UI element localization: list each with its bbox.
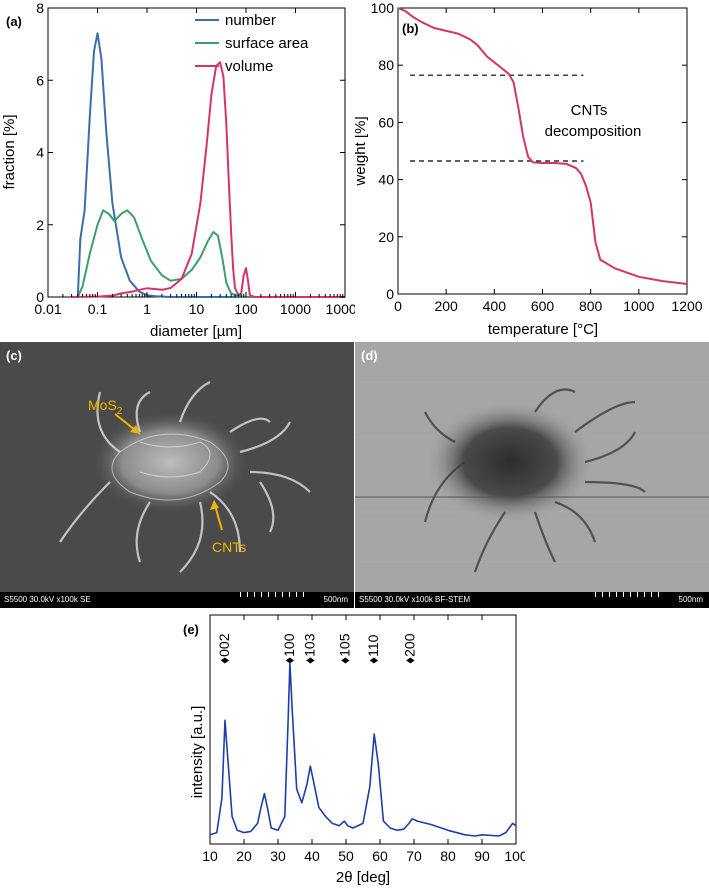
chart-a-ylabel: fraction [%] [1, 114, 18, 189]
stem-cnt-strands [423, 388, 646, 573]
chart-a-ytick-label: 6 [36, 72, 44, 88]
chart-b-xtick-label: 800 [579, 298, 603, 314]
panel-c-label: (c) [6, 348, 22, 363]
chart-b-frame [397, 7, 688, 295]
chart-e-xtick-label: 60 [372, 848, 388, 864]
panel-e-label: (e) [183, 622, 199, 637]
panel-d-label: (d) [361, 348, 378, 363]
sem-scale-d: 500nm [678, 595, 703, 604]
panel-b-label: (b) [402, 21, 419, 36]
chart-b-xtick-label: 200 [434, 298, 458, 314]
stem-particle-illustration [355, 381, 709, 573]
chart-a-xtick-label: 1 [143, 301, 151, 317]
sem-cnt-strands [59, 381, 311, 573]
tga-annotation-cnts: CNTs [571, 102, 608, 119]
chart-a-xtick-label: 10 [189, 301, 205, 317]
chart-a-xtick-label: 100 [234, 301, 258, 317]
sem-scale-c: 500nm [323, 595, 348, 604]
xrd-peak-label: ♦105 [336, 633, 352, 664]
legend-label-number: number [225, 12, 276, 29]
chart-a-xtick-label: 0.01 [34, 301, 61, 317]
chart-a-xtick-label: 1000 [280, 301, 311, 317]
chart-a-series-number [71, 32, 345, 298]
label-cnts: CNTs [212, 539, 246, 555]
chart-e-xtick-label: 30 [270, 848, 286, 864]
xrd-peak-label: ♦100 [281, 633, 297, 664]
chart-b-svg: 0 200 400 600 800 1000 1200 0 20 40 60 80 100 (b) CN… [352, 0, 703, 338]
chart-b-series-weight [397, 7, 688, 285]
sem-particle-illustration: MoS2 CNTs [59, 381, 311, 573]
chart-a-xlabel: diameter [µm] [150, 323, 242, 340]
xrd-peak-label: ♦200 [402, 633, 418, 664]
chart-b-xtick-label: 1200 [671, 298, 702, 314]
chart-e-xtick-label: 50 [338, 848, 354, 864]
chart-e-xtick-label: 100 [504, 848, 525, 864]
stem-mos2-cluster [425, 400, 595, 524]
chart-b-ytick-label: 60 [378, 114, 394, 130]
chart-b-ylabel: weight [%] [355, 116, 369, 186]
chart-a-series-volume [71, 61, 345, 298]
chart-e-xtick-label: 90 [474, 848, 490, 864]
chart-b-ytick-label: 20 [378, 229, 394, 245]
sem-info-bar-c: S5500 30.0kV x100k SE 500nm [0, 592, 354, 608]
xrd-peak-label: ♦110 [365, 634, 381, 664]
chart-e-xtick-label: 40 [304, 848, 320, 864]
chart-e-frame [209, 614, 517, 845]
chart-e-xlabel: 2θ [deg] [336, 869, 390, 886]
chart-b-xlabel: temperature [°C] [488, 321, 598, 338]
chart-b-xtick-label: 1000 [623, 298, 654, 314]
chart-b-ytick-label: 0 [386, 286, 394, 302]
chart-e-xtick-label: 70 [406, 848, 422, 864]
chart-a-series-surface-area [71, 209, 345, 298]
panel-c-sem-image: MoS2 CNTs (c) S5500 30.0kV x100k SE 500n… [0, 342, 354, 608]
chart-a-ytick-label: 4 [36, 145, 44, 161]
xrd-peak-label: ♦002 [216, 633, 232, 664]
label-mos2: MoS2 [88, 397, 123, 417]
chart-a-xtick-label: 0.1 [88, 301, 108, 317]
chart-b-xtick-label: 0 [394, 298, 402, 314]
sem-info-bar-d: S5500 30.0kV x100k BF-STEM 500nm [355, 592, 709, 608]
legend-label-volume: volume [225, 58, 273, 75]
chart-e-xtick-label: 20 [236, 848, 252, 864]
chart-b-ytick-label: 100 [371, 0, 395, 16]
chart-a-ytick-label: 2 [36, 217, 44, 233]
chart-b-ytick-label: 80 [378, 57, 394, 73]
panel-b-tga: 0 200 400 600 800 1000 1200 0 20 40 60 80 100 (b) CN… [352, 0, 709, 342]
chart-b-ytick-label: 40 [378, 172, 394, 188]
sem-info-d: S5500 30.0kV x100k BF-STEM [359, 595, 471, 604]
chart-e-series-xrd [209, 662, 517, 837]
chart-a-ytick-label: 8 [36, 0, 44, 16]
chart-e-xtick-label: 10 [202, 848, 218, 864]
xrd-peak-label: ♦103 [301, 633, 317, 664]
tga-annotation-decomposition: decomposition [545, 123, 642, 140]
chart-e-xtick-label: 80 [440, 848, 456, 864]
panel-a-label: (a) [6, 14, 22, 29]
legend-label-surface-area: surface area [225, 35, 309, 52]
chart-b-xtick-label: 600 [531, 298, 555, 314]
panel-d-stem-image: (d) S5500 30.0kV x100k BF-STEM 500nm [355, 342, 709, 608]
panel-e-xrd: 10 20 30 40 50 60 70 80 90 100 ♦002 ♦100 ♦103 ♦105 ♦1… [180, 612, 528, 886]
sem-info-c: S5500 30.0kV x100k SE [4, 595, 91, 604]
chart-a-legend: number surface area volume [195, 12, 309, 75]
chart-b-xtick-label: 400 [483, 298, 507, 314]
chart-e-svg: 10 20 30 40 50 60 70 80 90 100 ♦002 ♦100 ♦103 ♦105 ♦1… [183, 614, 528, 886]
sem-mos2-cluster [90, 410, 250, 514]
chart-e-ylabel: intensity [a.u.] [189, 706, 206, 799]
chart-a-ytick-label: 0 [36, 289, 44, 305]
